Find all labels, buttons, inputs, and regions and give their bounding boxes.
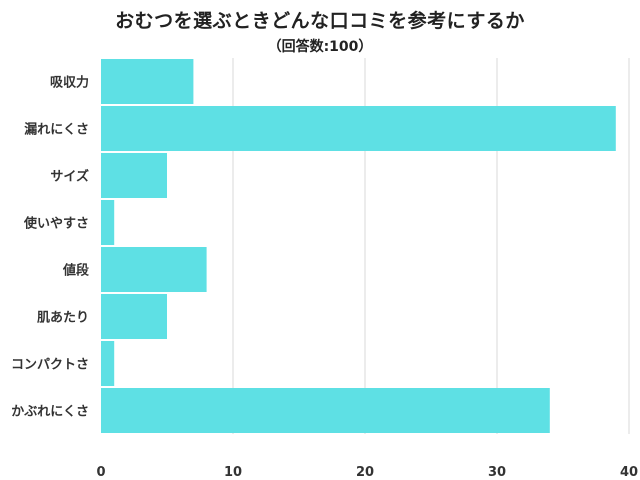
x-tick-labels: 0 10 20 30 40: [96, 465, 638, 480]
category-label: サイズ: [50, 169, 89, 185]
category-label: 漏れにくさ: [24, 122, 89, 138]
bar: [101, 247, 207, 292]
category-label: 値段: [62, 263, 89, 279]
x-tick-label: 40: [620, 465, 638, 480]
bar: [101, 294, 167, 339]
chart-title: おむつを選ぶときどんな口コミを参考にするか: [115, 10, 525, 32]
bar: [101, 341, 115, 386]
x-tick-label: 30: [488, 465, 506, 480]
category-label: 肌あたり: [37, 311, 89, 326]
bar: [101, 200, 115, 245]
bars: [101, 59, 616, 433]
chart-subtitle: （回答数:100）: [267, 39, 373, 55]
category-label: かぶれにくさ: [11, 405, 89, 420]
bar: [101, 59, 194, 104]
category-label: 使いやすさ: [23, 216, 89, 232]
x-tick-label: 20: [356, 465, 374, 480]
bar: [101, 106, 616, 151]
category-label: 吸収力: [50, 75, 89, 91]
bar: [101, 153, 167, 198]
x-tick-label: 0: [96, 465, 105, 480]
x-tick-label: 10: [224, 465, 242, 480]
bar: [101, 388, 550, 433]
category-label: コンパクトさ: [11, 358, 89, 373]
